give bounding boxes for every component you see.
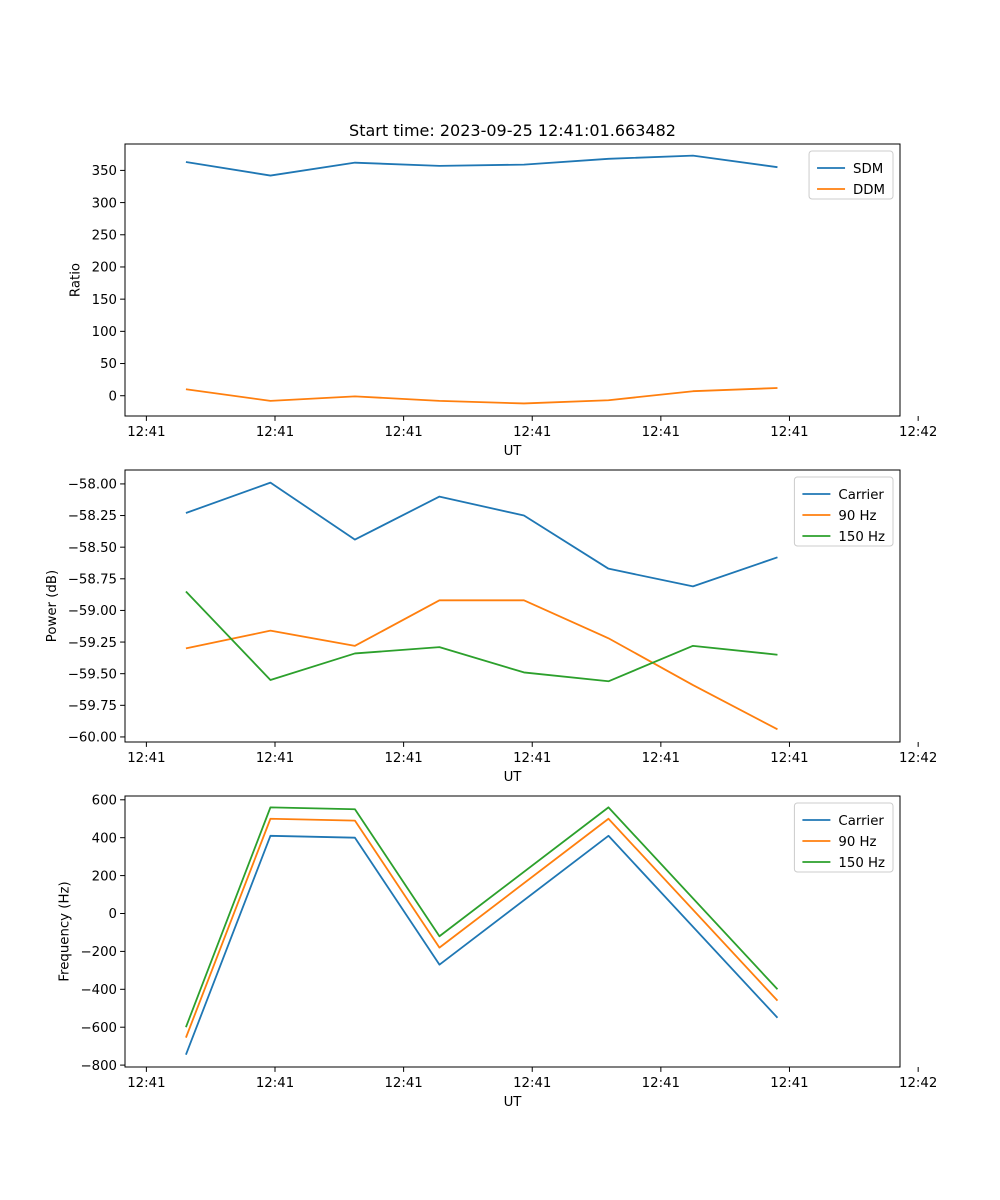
power-x-tick-label: 12:41 <box>770 751 808 766</box>
power-legend: Carrier 90 Hz 150 Hz <box>793 476 894 547</box>
frequency-x-tick-label: 12:41 <box>256 1076 294 1091</box>
ratio-x-axis-label: UT <box>504 444 523 459</box>
ratio-y-tick-label: 300 <box>92 196 117 211</box>
ratio-y-tick-label: 0 <box>109 389 117 404</box>
frequency-x-tick-label: 12:41 <box>642 1076 680 1091</box>
power-legend-label-150-hz: 150 Hz <box>838 530 885 545</box>
chart-title: Start time: 2023-09-25 12:41:01.663482 <box>349 121 676 140</box>
frequency-x-tick-label: 12:41 <box>770 1076 808 1091</box>
power-axes-frame <box>124 469 901 743</box>
power-y-tick-label: −59.75 <box>68 699 117 714</box>
ratio-x-tick-label: 12:41 <box>127 425 165 440</box>
frequency-legend: Carrier 90 Hz 150 Hz <box>793 802 894 873</box>
power-x-tick-label: 12:41 <box>384 751 422 766</box>
frequency-x-axis-label: UT <box>504 1095 523 1110</box>
ratio-y-tick-label: 100 <box>92 325 117 340</box>
frequency-axes-frame <box>124 795 901 1068</box>
ratio-axes-frame <box>124 143 901 417</box>
power-y-axis-label: Power (dB) <box>45 570 60 642</box>
power-x-tick-label: 12:41 <box>256 751 294 766</box>
frequency-y-tick-label: −600 <box>80 1021 117 1036</box>
frequency-series-150-hz-line <box>185 806 779 1028</box>
frequency-y-tick-label: 200 <box>92 869 117 884</box>
power-series-carrier-line <box>185 481 778 588</box>
power-x-tick-label: 12:42 <box>899 751 937 766</box>
power-x-axis-label: UT <box>504 770 523 785</box>
power-y-tick-label: −59.50 <box>68 667 117 682</box>
frequency-legend-label-90-hz: 90 Hz <box>838 835 876 850</box>
ratio-y-tick-label: 250 <box>92 228 117 243</box>
frequency-series-90-hz-line <box>185 817 779 1038</box>
frequency-x-tick-label: 12:41 <box>127 1076 165 1091</box>
ratio-series-ddm-line <box>185 387 778 405</box>
power-x-tick-label: 12:41 <box>513 751 551 766</box>
ratio-legend-label-ddm: DDM <box>853 183 885 198</box>
ratio-x-tick-label: 12:41 <box>770 425 808 440</box>
ratio-y-tick-label: 200 <box>92 261 117 276</box>
ratio-x-tick-label: 12:42 <box>899 425 937 440</box>
frequency-series-carrier-line <box>185 834 779 1056</box>
power-legend-label-90-hz: 90 Hz <box>838 509 876 524</box>
frequency-y-tick-label: −400 <box>80 983 117 998</box>
ratio-x-tick-label: 12:41 <box>642 425 680 440</box>
frequency-legend-label-carrier: Carrier <box>838 814 884 829</box>
power-y-tick-label: −59.25 <box>68 636 117 651</box>
ratio-panel: 12:41 12:41 12:41 12:41 12:41 12:41 12:42 0 50 10… <box>69 121 938 459</box>
power-series-90-hz-line <box>185 599 778 731</box>
ratio-x-tick-label: 12:41 <box>256 425 294 440</box>
power-legend-label-carrier: Carrier <box>838 488 884 503</box>
power-y-tick-label: −59.00 <box>68 604 117 619</box>
ratio-legend: SDM DDM <box>808 150 894 200</box>
frequency-y-tick-label: 600 <box>92 793 117 808</box>
power-x-tick-label: 12:41 <box>127 751 165 766</box>
ratio-y-tick-label: 350 <box>92 164 117 179</box>
frequency-y-axis-label: Frequency (Hz) <box>57 881 72 981</box>
frequency-x-tick-label: 12:42 <box>899 1076 937 1091</box>
frequency-y-tick-label: 0 <box>109 907 117 922</box>
power-y-tick-label: −58.75 <box>68 573 117 588</box>
frequency-y-tick-label: 400 <box>92 831 117 846</box>
power-y-tick-label: −60.00 <box>68 731 117 746</box>
power-y-tick-label: −58.25 <box>68 509 117 524</box>
power-y-tick-label: −58.50 <box>68 541 117 556</box>
power-panel: 12:41 12:41 12:41 12:41 12:41 12:41 12:42 −58.0… <box>45 469 937 785</box>
power-series-150-hz-line <box>185 590 778 683</box>
ratio-y-axis-label: Ratio <box>69 263 84 297</box>
frequency-panel: 12:41 12:41 12:41 12:41 12:41 12:41 12:42 600 40… <box>57 793 937 1110</box>
frequency-y-tick-label: −200 <box>80 945 117 960</box>
ratio-legend-label-sdm: SDM <box>853 162 883 177</box>
frequency-legend-label-150-hz: 150 Hz <box>838 856 885 871</box>
ratio-y-tick-label: 150 <box>92 293 117 308</box>
frequency-y-tick-label: −800 <box>80 1059 117 1074</box>
ratio-x-tick-label: 12:41 <box>513 425 551 440</box>
power-y-tick-label: −58.00 <box>68 478 117 493</box>
frequency-x-tick-label: 12:41 <box>384 1076 422 1091</box>
ratio-x-tick-label: 12:41 <box>384 425 422 440</box>
power-x-tick-label: 12:41 <box>642 751 680 766</box>
frequency-x-tick-label: 12:41 <box>513 1076 551 1091</box>
ratio-legend-box <box>808 150 894 200</box>
ratio-y-tick-label: 50 <box>100 357 117 372</box>
ratio-series-sdm-line <box>185 154 778 177</box>
